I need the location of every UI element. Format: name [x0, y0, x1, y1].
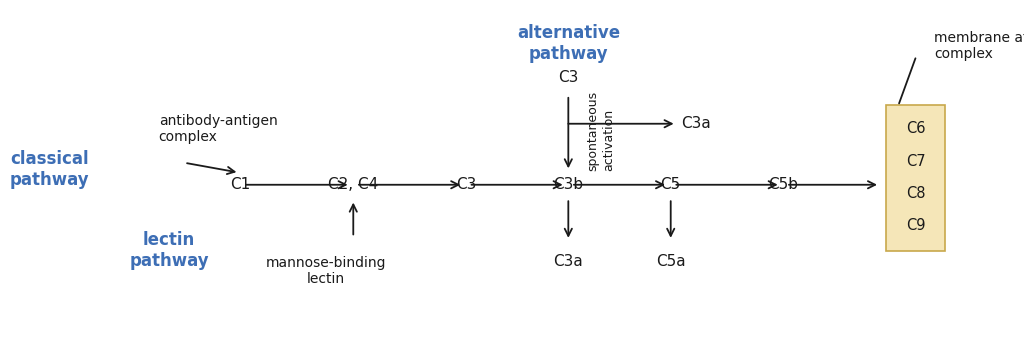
Text: C3b: C3b [553, 177, 584, 192]
Text: C2, C4: C2, C4 [328, 177, 379, 192]
Text: C7: C7 [905, 154, 926, 168]
Text: C9: C9 [905, 218, 926, 233]
Text: antibody-antigen
complex: antibody-antigen complex [159, 114, 278, 144]
Text: C6: C6 [905, 121, 926, 136]
Text: lectin
pathway: lectin pathway [129, 232, 209, 270]
Text: C3a: C3a [553, 254, 584, 268]
FancyBboxPatch shape [886, 105, 945, 251]
Text: C5a: C5a [656, 254, 685, 268]
Text: C3a: C3a [681, 116, 712, 131]
Text: spontaneous
activation: spontaneous activation [587, 91, 614, 171]
Text: C1: C1 [230, 177, 251, 192]
Text: alternative
pathway: alternative pathway [517, 24, 620, 62]
Text: membrane attack
complex: membrane attack complex [934, 31, 1024, 61]
Text: mannose-binding
lectin: mannose-binding lectin [265, 256, 386, 286]
Text: C3: C3 [558, 71, 579, 85]
Text: C5b: C5b [768, 177, 799, 192]
Text: C8: C8 [905, 186, 926, 201]
Text: C5: C5 [660, 177, 681, 192]
Text: classical
pathway: classical pathway [9, 150, 89, 189]
Text: C3: C3 [456, 177, 476, 192]
